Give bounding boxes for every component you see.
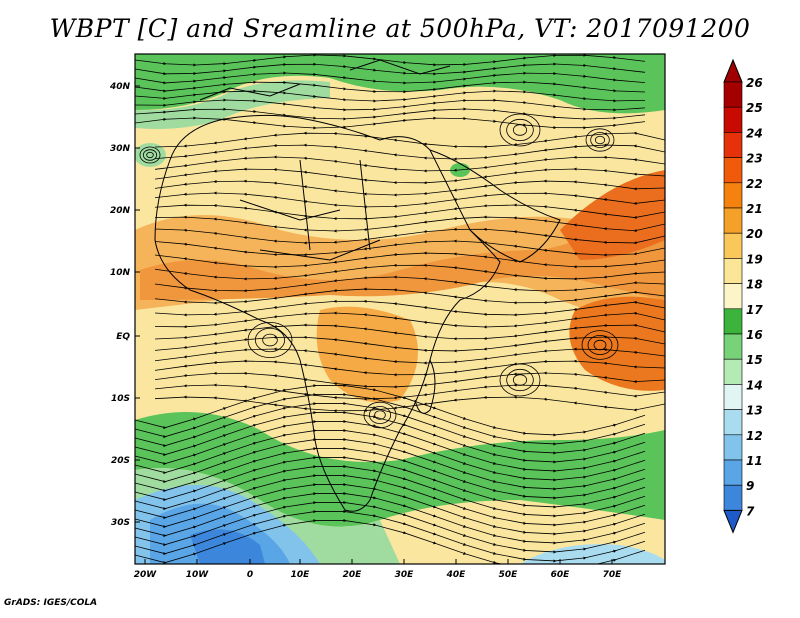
colorbar-label: 26 [746,76,763,90]
colorbar-segment [723,409,743,436]
colorbar-segment [723,333,743,360]
vortex-ring [499,363,541,397]
streamline [154,323,665,341]
map-title: WBPT [C] and Sreamline at 500hPa, VT: 20… [49,14,751,43]
vortex-ring [512,374,528,386]
vortex-ring [585,128,615,152]
colorbar-segment [723,132,743,158]
colorbar-label: 15 [746,353,763,367]
colorbar-segment [723,358,743,385]
colorbar-label: 22 [746,177,763,191]
colorbar-label: 13 [746,404,763,418]
lat-tick-label: 40N [109,82,131,92]
vortex-ring [139,146,161,164]
colorbar-label: 19 [746,252,763,266]
lon-tick-label: 20W [134,570,158,580]
colorbar-label: 16 [746,328,763,342]
plot-frame [134,53,666,565]
colorbar-segment [723,308,743,335]
colorbar-label: 7 [746,504,755,518]
lon-tick-label: 70E [603,570,623,580]
lon-tick-label: 40E [446,570,467,580]
streamlines [135,54,665,564]
colorbar-label: 23 [746,152,763,166]
lon-tick-label: 30E [395,570,415,580]
streamline [154,395,665,413]
lat-tick-label: 10N [110,268,131,278]
grads-credit: GrADS: IGES/COLA [4,598,98,608]
colorbar-segment [723,207,743,234]
vortex-ring [581,330,619,360]
lon-tick-label: 20E [343,570,363,580]
vortex-ring [254,327,286,353]
vortex-ring [512,124,528,136]
colorbar-segment [723,258,743,284]
vortex-ring [499,113,541,147]
colorbar-segment [723,232,743,259]
wbpt-shading [135,54,665,564]
lat-tick-label: 30S [111,518,130,528]
lon-tick-label: 0 [247,570,253,580]
colorbar-label: 11 [746,454,763,468]
colorbar-label: 20 [746,227,763,241]
lat-tick-label: 20S [111,456,130,466]
vortex-ring [262,333,278,347]
vortex-ring [368,406,392,424]
streamline [154,203,665,221]
vortex-ring [594,135,606,145]
colorbar-label: 18 [746,278,763,292]
lon-tick-label: 10W [186,570,210,580]
vortex-ring [374,410,386,420]
lat-tick-label: EQ [116,332,130,342]
colorbar-segment [723,81,743,108]
vortex-ring [587,334,613,355]
colorbar-label: 21 [746,202,763,216]
vortex-ring [146,151,154,159]
vortex-ring [590,132,610,148]
colorbar-segment [723,384,743,410]
vortex-ring [506,118,534,142]
streamline [135,116,646,130]
colorbar-label: 14 [746,378,763,392]
lat-tick-label: 30N [110,144,131,154]
colorbar-max-triangle [723,58,743,83]
colorbar-segment [723,434,743,461]
vortex-ring [506,368,534,392]
colorbar-segment [723,484,743,511]
colorbar-label: 24 [746,126,763,140]
streamline [135,518,646,564]
vortex-ring [363,401,397,429]
vortex-ring [593,339,607,351]
lat-tick-label: 10S [111,394,130,404]
streamline [154,311,665,329]
colorbar-label: 9 [746,479,754,493]
lon-tick-label: 10E [291,570,311,580]
streamline [154,215,665,233]
colorbar-segment [723,459,743,486]
vortex-ring [142,149,158,161]
longitude-axis: 20W 10W 0 10E 20E 30E 40E 50E 60E 70E [134,559,622,580]
lat-tick-label: 20N [110,206,131,216]
vortex-ring [247,321,293,358]
colorbar-min-triangle [723,509,743,534]
colorbar-segment [723,182,743,209]
colorbar-label: 25 [746,101,763,115]
colorbar-label: 12 [746,429,763,443]
latitude-axis: 40N 30N 20N 10N EQ 10S 20S 30S [109,82,140,528]
lon-tick-label: 60E [551,570,571,580]
streamline [154,131,665,149]
colorbar-segment [723,283,743,310]
colorbar-segment [723,106,743,133]
colorbar-label: 17 [746,303,763,317]
colorbar: 26 25 24 23 22 21 20 19 18 17 16 15 14 13 12 11 9 7 [723,58,763,534]
lon-tick-label: 50E [499,570,519,580]
colorbar-segment [723,157,743,184]
